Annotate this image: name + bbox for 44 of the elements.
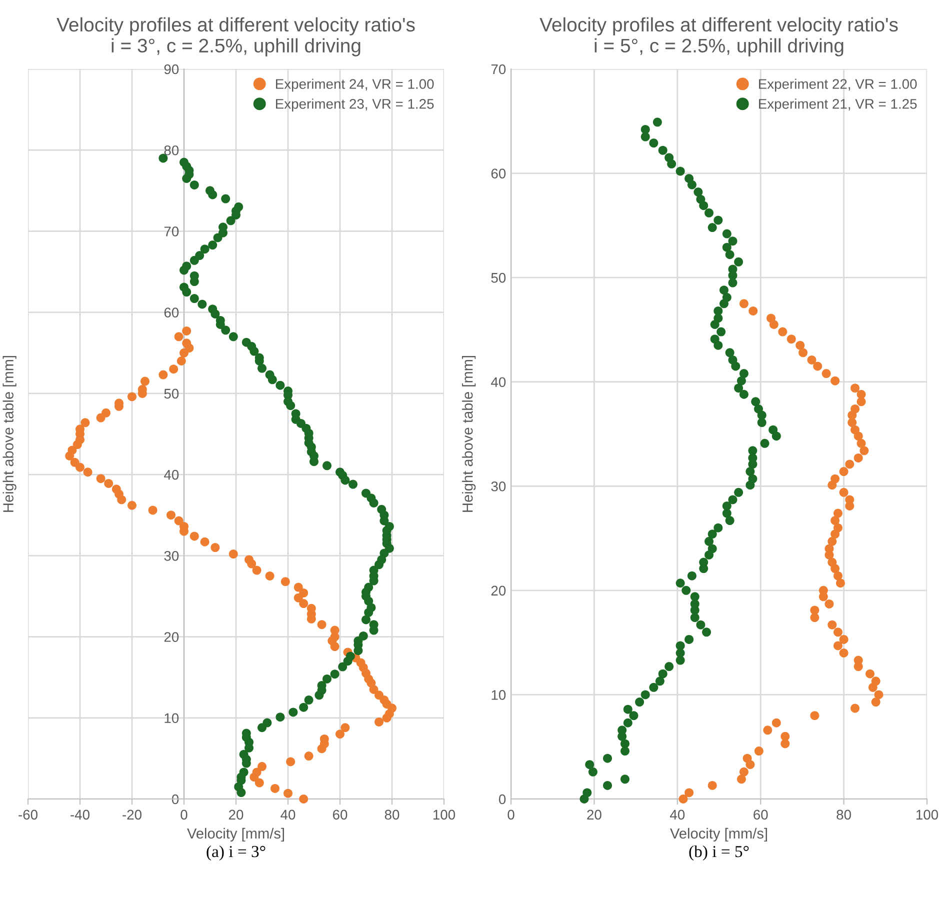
x-tick-label: 20 xyxy=(228,810,244,820)
y-tick-label: 10 xyxy=(164,713,179,724)
x-tick-label: 100 xyxy=(433,810,456,820)
x-tick-label: 80 xyxy=(836,810,851,820)
y-tick-label: 20 xyxy=(491,586,506,596)
y-tick-label: 30 xyxy=(164,551,179,561)
y-axis-title: Height above table [mm] xyxy=(462,356,476,512)
chart-title: Velocity profiles at different velocity ratio's i = 3°, c = 2.5%, uphill driving xyxy=(56,17,415,56)
text: (a) i = 3° xyxy=(206,845,266,861)
legend-label: Experiment 22, VR = 1.00 xyxy=(759,78,917,92)
x-tick-label: 40 xyxy=(670,810,685,820)
x-tick-label: -60 xyxy=(18,810,38,820)
y-tick-label: 80 xyxy=(164,145,179,156)
y-tick-label: 70 xyxy=(491,64,506,74)
x-tick-label: 40 xyxy=(280,810,296,820)
x-tick-label: -40 xyxy=(70,810,90,820)
x-axis-title: Velocity [mm/s] xyxy=(187,828,284,842)
y-tick-label: 10 xyxy=(492,690,506,700)
y-tick-label: 90 xyxy=(164,64,179,74)
y-tick-label: 50 xyxy=(164,388,179,399)
legend-label: Experiment 21, VR = 1.25 xyxy=(759,98,917,112)
y-tick-label: 60 xyxy=(164,308,179,318)
y-tick-label: 20 xyxy=(164,632,179,642)
x-tick-label: -20 xyxy=(122,810,142,820)
legend-label: Experiment 23, VR = 1.25 xyxy=(276,98,434,112)
legend-label: Experiment 24, VR = 1.00 xyxy=(276,78,434,92)
x-axis-title: Velocity [mm/s] xyxy=(670,828,767,842)
y-tick-label: 40 xyxy=(164,470,179,480)
x-tick-label: 80 xyxy=(384,810,400,820)
y-tick-label: 0 xyxy=(498,794,506,804)
y-axis-title: Height above table [mm] xyxy=(2,356,16,512)
y-tick-label: 50 xyxy=(491,272,506,283)
x-tick-label: 100 xyxy=(916,810,938,820)
text: (b) i = 5° xyxy=(689,845,749,861)
x-tick-label: 60 xyxy=(332,810,348,820)
y-tick-label: 70 xyxy=(164,226,179,236)
y-tick-label: 40 xyxy=(491,377,506,388)
x-tick-label: 20 xyxy=(587,810,602,820)
y-tick-label: 60 xyxy=(491,168,506,178)
x-tick-label: 60 xyxy=(754,810,768,820)
chart-title: Velocity profiles at different velocity ratio's i = 5°, c = 2.5%, uphill driving xyxy=(540,17,898,56)
y-tick-label: 30 xyxy=(491,481,506,492)
x-tick-label: 0 xyxy=(180,810,188,820)
x-tick-label: 0 xyxy=(508,810,514,820)
